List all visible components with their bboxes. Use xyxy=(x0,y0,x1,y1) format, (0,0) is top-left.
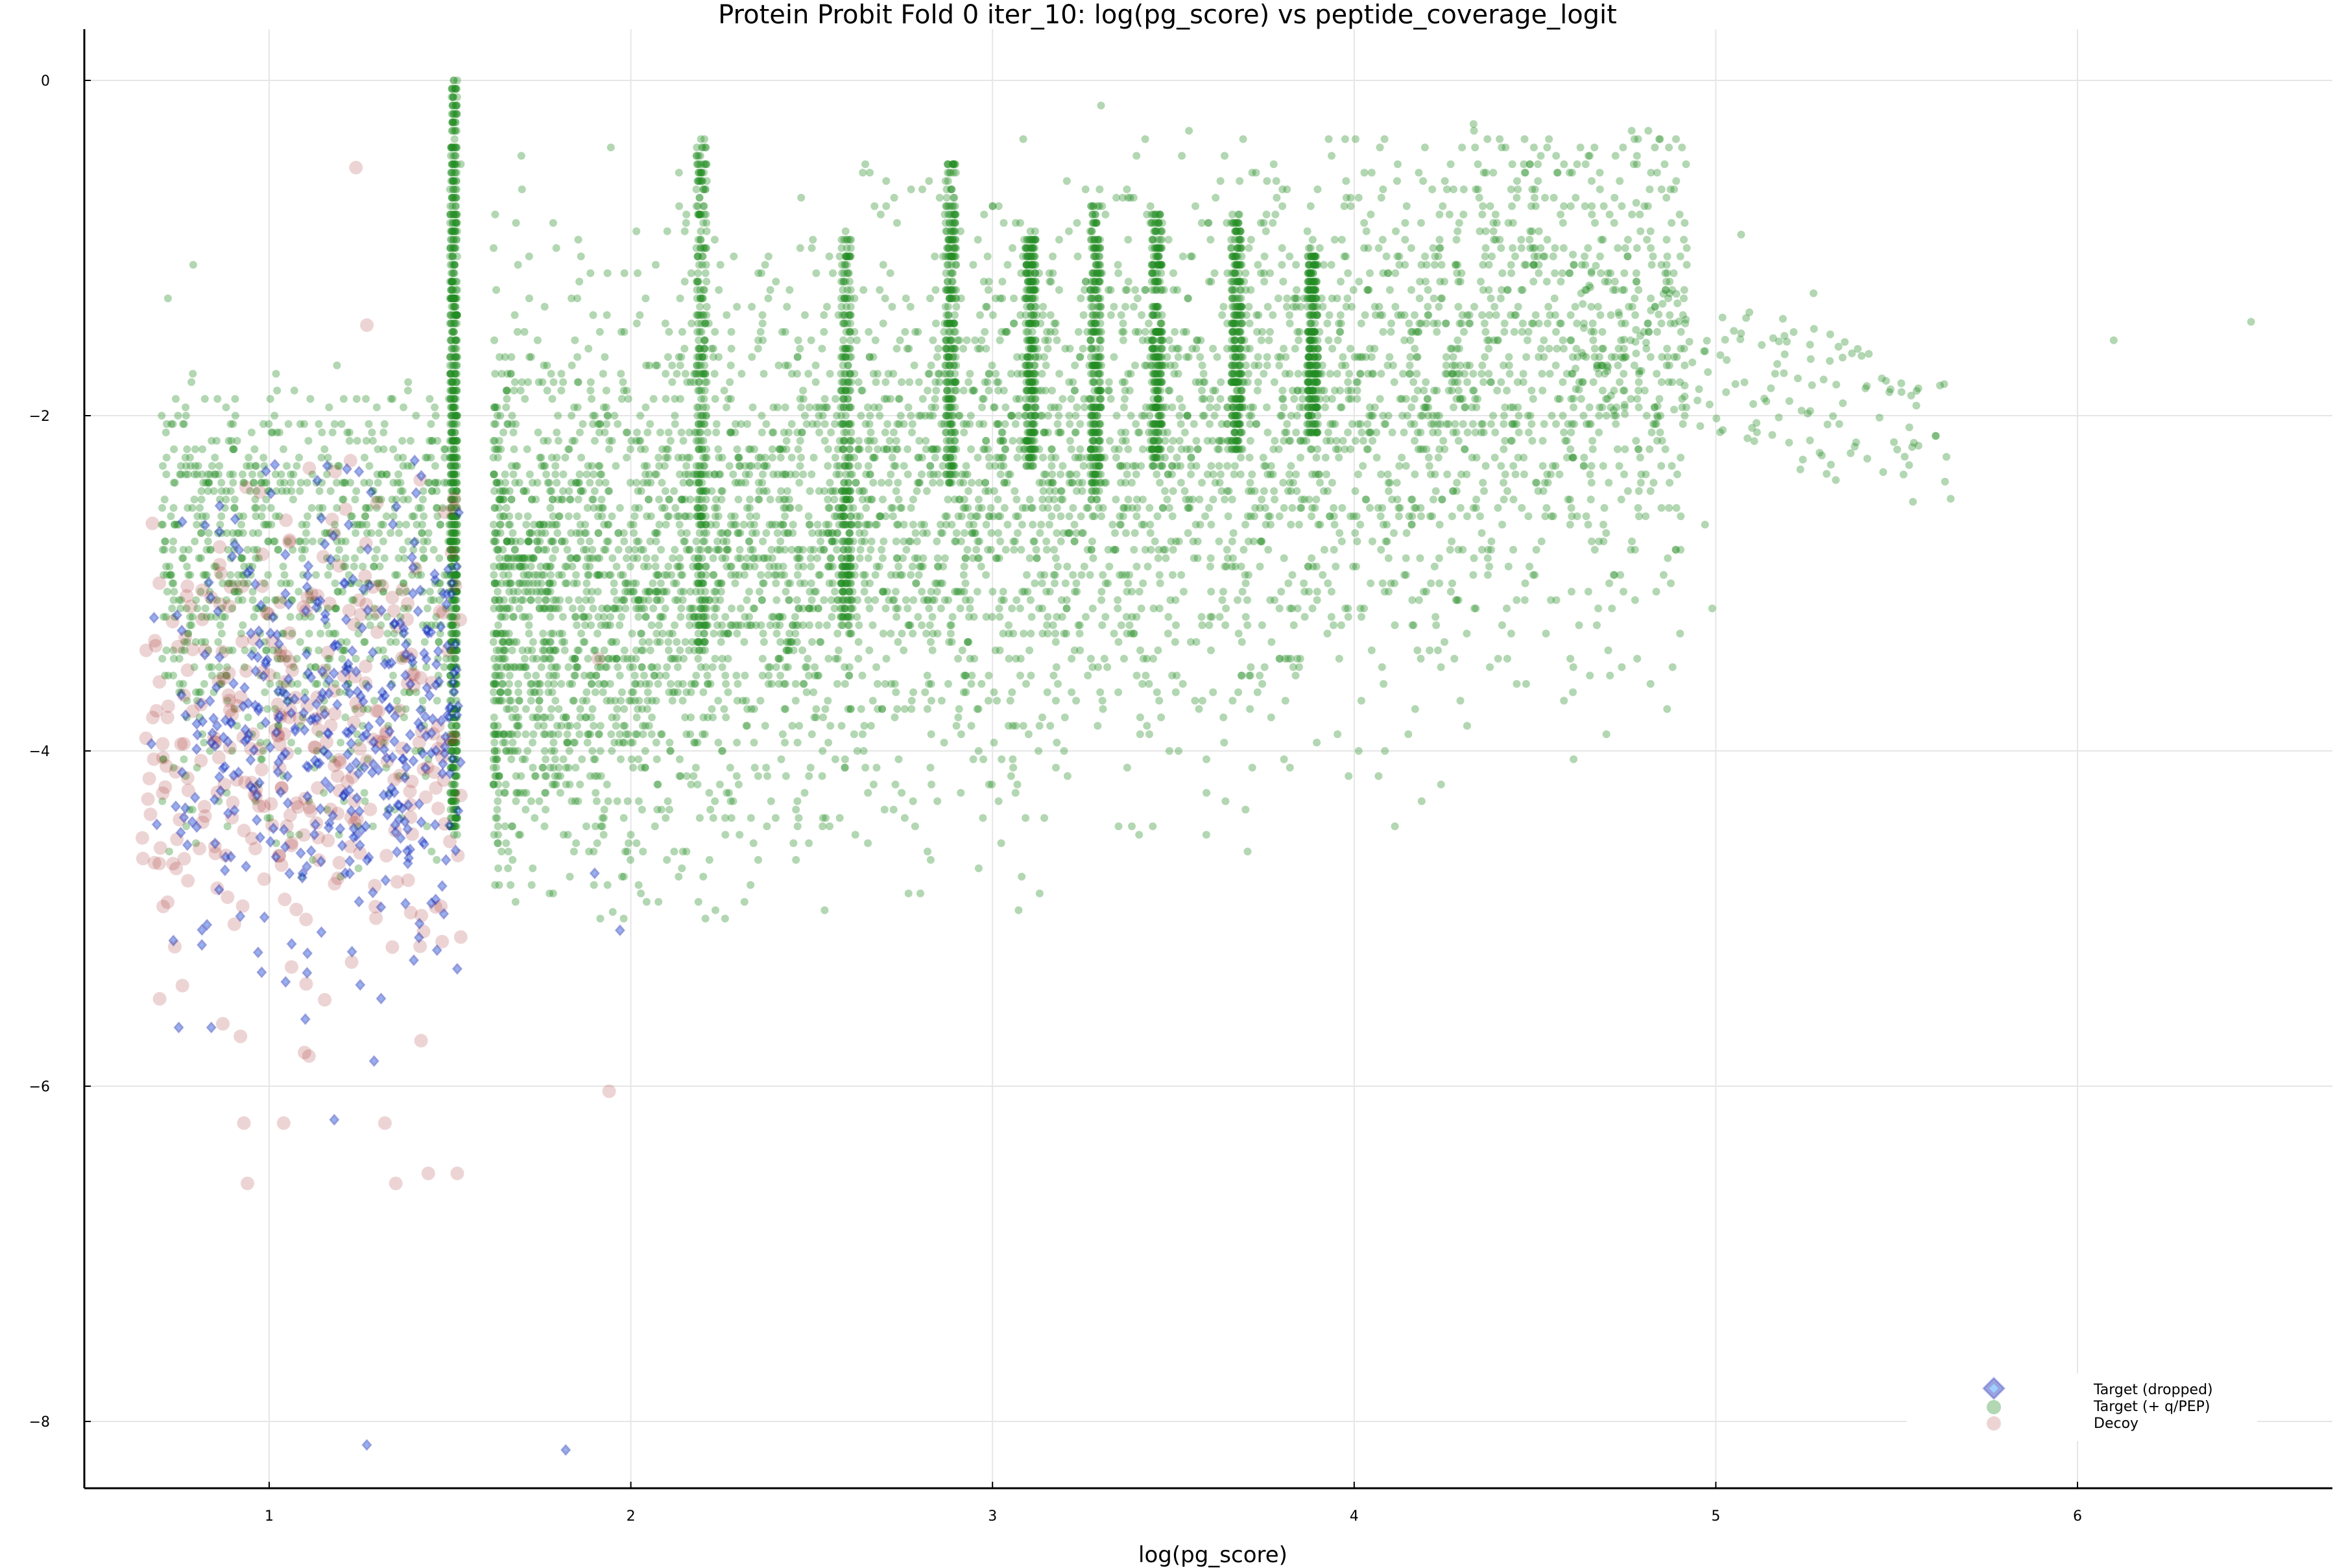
series-decoy xyxy=(136,161,616,1191)
diamond-marker xyxy=(254,947,263,958)
x-tick-label: 2 xyxy=(627,1508,636,1525)
diamond-marker xyxy=(363,1440,372,1450)
x-tick-label: 6 xyxy=(2073,1508,2082,1525)
y-tick-label: −8 xyxy=(29,1414,50,1431)
x-tick-label: 3 xyxy=(988,1508,997,1525)
diamond-marker xyxy=(389,519,398,530)
diamond-marker xyxy=(302,968,311,978)
diamond-marker xyxy=(149,613,158,623)
diamond-marker xyxy=(221,865,230,875)
diamond-marker xyxy=(192,744,201,754)
diamond-marker xyxy=(431,820,440,830)
diamond-marker xyxy=(409,755,418,766)
diamond-marker xyxy=(355,896,364,907)
diamond-marker xyxy=(405,730,414,740)
diamond-marker xyxy=(561,1445,570,1455)
diamond-marker xyxy=(303,948,312,958)
diamond-marker xyxy=(590,868,599,879)
diamond-marker xyxy=(246,755,255,765)
diamond-marker xyxy=(260,912,269,923)
x-axis-label: log(pg_score) xyxy=(1038,1542,1388,1568)
diamond-marker xyxy=(197,940,206,950)
diamond-marker xyxy=(207,1023,216,1033)
diamond-marker xyxy=(453,964,462,974)
diamond-marker xyxy=(281,977,290,987)
diamond-marker xyxy=(438,881,447,891)
diamond-marker xyxy=(434,646,443,656)
diamond-marker xyxy=(171,801,180,811)
diamond-marker xyxy=(183,840,192,850)
x-tick-label: 4 xyxy=(1350,1508,1359,1525)
diamond-marker xyxy=(348,646,357,656)
diamond-marker xyxy=(257,967,266,977)
diamond-marker xyxy=(296,848,305,859)
diamond-marker xyxy=(409,955,418,966)
legend-marker-decoy-icon xyxy=(1987,1416,2001,1431)
diamond-marker xyxy=(287,939,296,949)
diamond-marker xyxy=(304,561,313,571)
diamond-marker xyxy=(345,856,354,866)
diamond-marker xyxy=(370,1056,379,1066)
diamond-marker xyxy=(381,875,390,886)
legend-label-target-dropped: Target (dropped) xyxy=(2093,1382,2213,1398)
diamond-marker xyxy=(317,927,326,937)
diamond-marker xyxy=(241,861,250,872)
diamond-marker xyxy=(407,552,416,563)
y-tick-label: −6 xyxy=(29,1079,50,1095)
diamond-marker xyxy=(252,815,261,826)
y-tick-label: −2 xyxy=(29,409,50,425)
diamond-marker xyxy=(329,1115,339,1125)
diamond-marker xyxy=(442,855,451,865)
diamond-marker xyxy=(355,980,365,990)
diamond-marker xyxy=(412,488,421,498)
legend: Target (dropped) Target (+ q/PEP) Decoy xyxy=(1907,1373,2257,1441)
x-tick-label: 1 xyxy=(265,1508,274,1525)
diamond-marker xyxy=(152,819,162,829)
diamond-marker xyxy=(616,925,625,936)
diamond-marker xyxy=(281,549,290,560)
legend-marker-target-q-pep-icon xyxy=(1987,1400,2001,1414)
diamond-marker xyxy=(174,1023,184,1033)
diamond-marker xyxy=(307,846,316,856)
y-tick-label: 0 xyxy=(41,73,50,89)
diamond-marker xyxy=(270,460,280,470)
diamond-marker xyxy=(344,519,353,530)
x-tick-label: 5 xyxy=(1711,1508,1720,1525)
diamond-marker xyxy=(377,993,386,1004)
diamond-marker xyxy=(301,1014,310,1025)
series-target-q-pep xyxy=(158,77,2255,923)
diamond-marker xyxy=(348,947,357,957)
legend-label-decoy: Decoy xyxy=(2094,1416,2138,1432)
y-tick-label: −4 xyxy=(29,744,50,760)
diamond-marker xyxy=(413,606,422,617)
diamond-marker xyxy=(355,466,364,477)
diamond-marker xyxy=(392,847,401,857)
legend-label-target-q-pep: Target (+ q/PEP) xyxy=(2093,1399,2210,1415)
